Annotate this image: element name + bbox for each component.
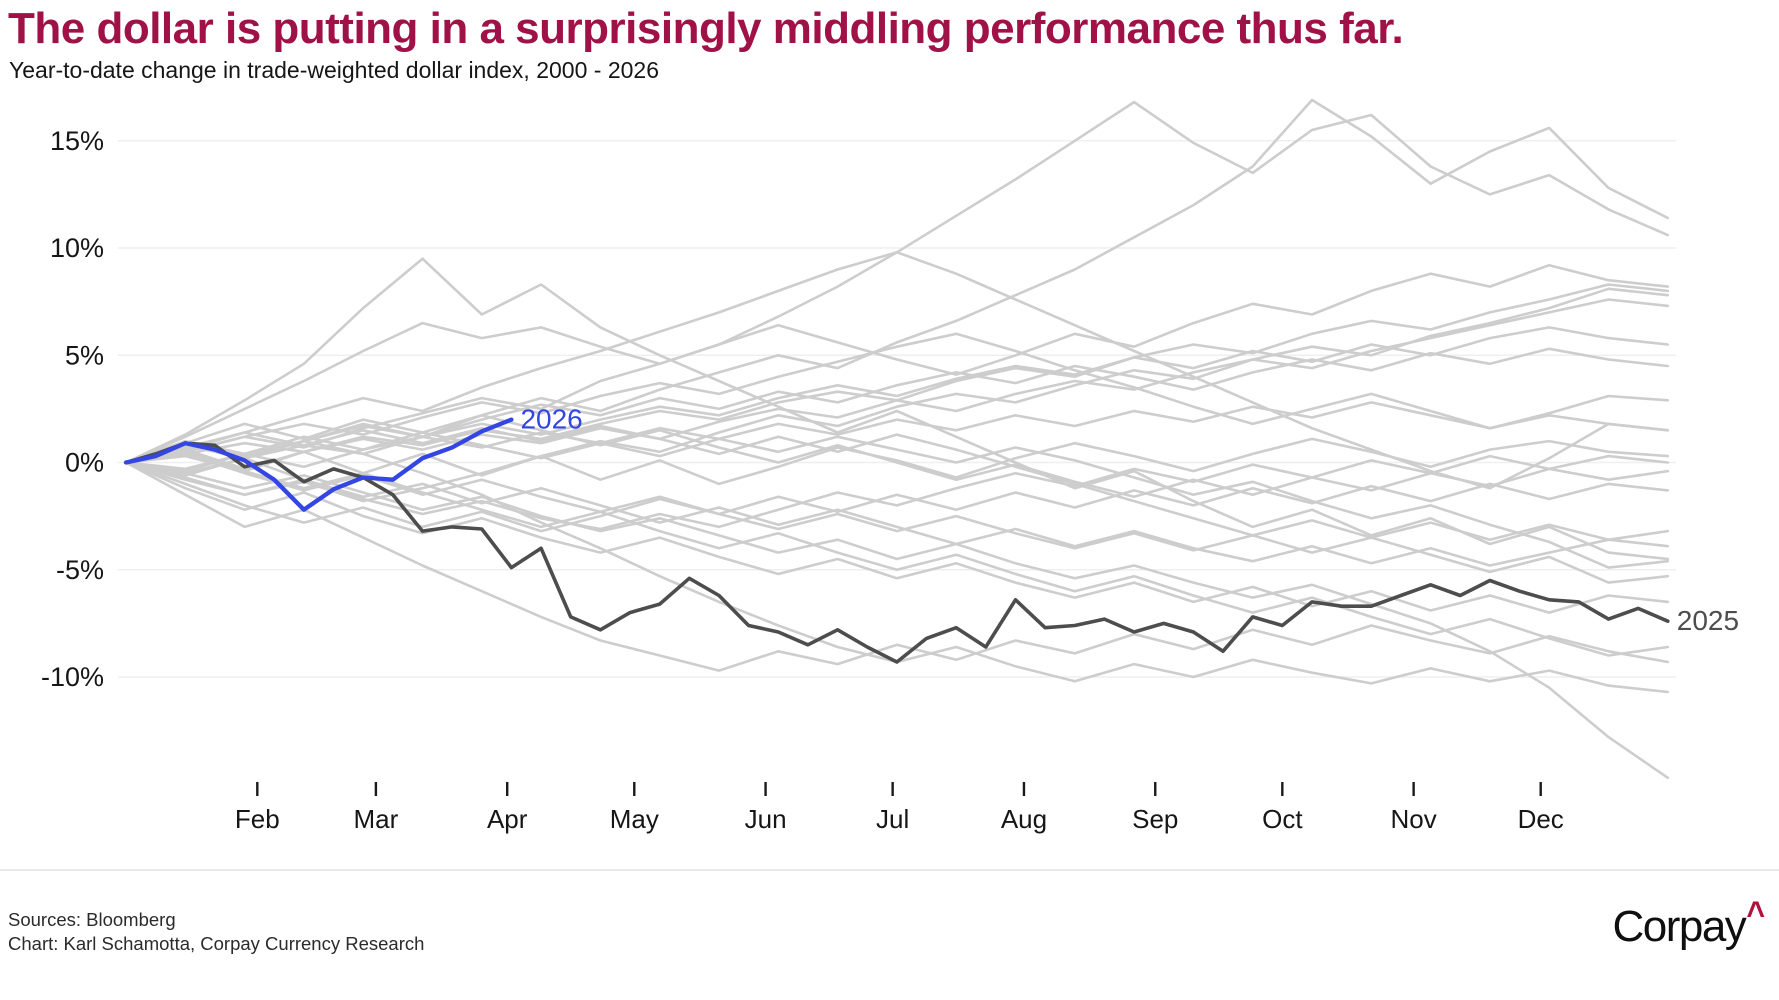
y-axis-tick-label: -10%: [41, 662, 104, 692]
x-axis-month-label: Nov: [1391, 804, 1437, 834]
x-axis-month-label: Dec: [1518, 804, 1564, 834]
series-line-2026: [123, 417, 514, 512]
corpay-logo-text: Corpay: [1612, 902, 1746, 951]
series-line-2008: [124, 100, 1670, 464]
y-axis-tick-label: -5%: [56, 555, 104, 585]
series-line-2024: [124, 452, 1670, 554]
series-line-2019: [124, 454, 1670, 531]
series-line-2009: [124, 257, 1670, 561]
series-line-2017: [124, 461, 1670, 672]
series-line-2025: [124, 441, 1670, 664]
y-axis-tick-label: 15%: [50, 126, 104, 156]
x-axis-month-label: Jul: [876, 804, 909, 834]
x-axis-month-label: Sep: [1132, 804, 1178, 834]
series-line-2011: [124, 401, 1670, 473]
footer-credit: Chart: Karl Schamotta, Corpay Currency R…: [8, 933, 425, 954]
corpay-logo-caret-icon: ^: [1746, 894, 1765, 934]
series-line-2018: [124, 326, 1670, 475]
chart-title: The dollar is putting in a surprisingly …: [8, 4, 1404, 53]
series-line-2012: [124, 437, 1670, 486]
series-line-2015: [124, 263, 1670, 464]
x-axis-month-label: Aug: [1001, 804, 1047, 834]
series-line-2003: [124, 461, 1670, 780]
footer-divider: [0, 869, 1779, 871]
series-line-2022: [124, 456, 1670, 567]
series-line-2023: [124, 461, 1670, 533]
x-axis-month-label: Oct: [1262, 804, 1303, 834]
y-axis-tick-label: 5%: [65, 340, 104, 370]
x-axis-month-label: Feb: [235, 804, 280, 834]
y-axis-tick-label: 0%: [65, 448, 104, 478]
footer: Sources: Bloomberg Chart: Karl Schamotta…: [8, 908, 424, 956]
x-axis-month-label: Mar: [354, 804, 399, 834]
series-line-2014: [124, 287, 1670, 503]
series-end-label-2026: 2026: [520, 404, 582, 435]
footer-sources: Sources: Bloomberg: [8, 909, 176, 930]
x-axis-month-label: Jun: [745, 804, 787, 834]
series-line-2004: [124, 424, 1670, 584]
series-line-2010: [124, 251, 1670, 490]
series-line-2020: [124, 461, 1670, 614]
y-axis-tick-label: 10%: [50, 233, 104, 263]
x-axis-month-label: Apr: [487, 804, 528, 834]
x-axis-month-label: May: [610, 804, 659, 834]
corpay-logo: Corpay^: [1612, 894, 1765, 952]
series-line-2007: [124, 431, 1670, 569]
series-line-2021: [124, 413, 1670, 499]
series-line-2016: [124, 347, 1670, 464]
series-end-label-2025: 2025: [1677, 605, 1739, 636]
chart-subtitle: Year-to-date change in trade-weighted do…: [9, 57, 659, 83]
